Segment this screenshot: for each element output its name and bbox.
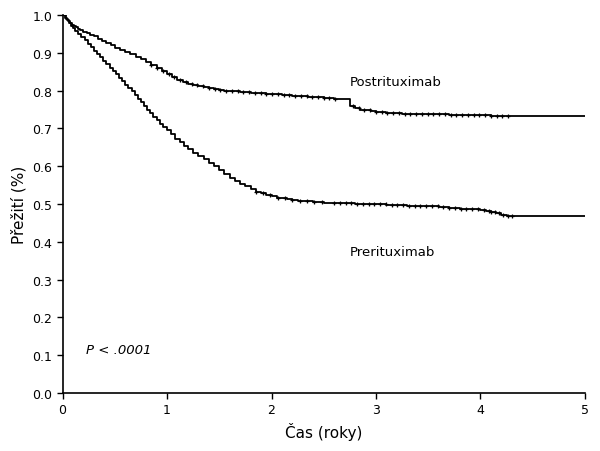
Y-axis label: Přežití (%): Přežití (%) [11, 166, 26, 244]
Text: Prerituximab: Prerituximab [350, 245, 435, 258]
X-axis label: Čas (roky): Čas (roky) [285, 422, 362, 440]
Text: Postrituximab: Postrituximab [350, 76, 442, 88]
Text: P < .0001: P < .0001 [86, 343, 151, 356]
